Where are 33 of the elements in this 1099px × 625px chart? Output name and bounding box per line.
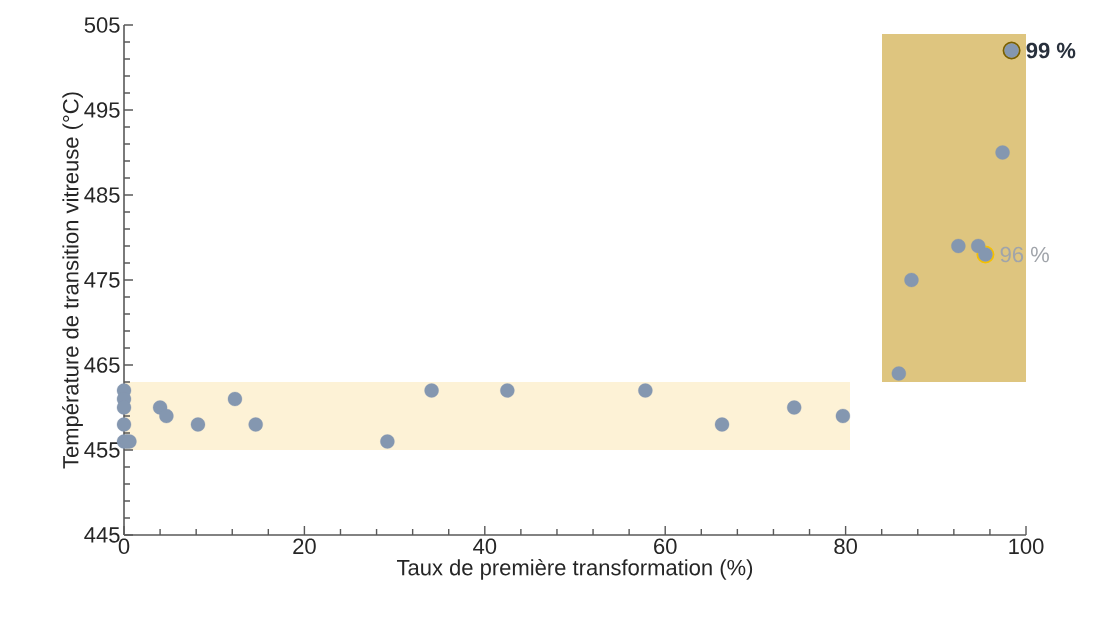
point xyxy=(227,391,243,407)
point xyxy=(380,434,395,449)
point xyxy=(951,238,966,254)
point xyxy=(714,417,730,432)
y-tick-label: 505 xyxy=(84,17,120,33)
y-tick-label: 465 xyxy=(84,357,120,373)
point xyxy=(159,408,174,424)
x-tick-label: 80 xyxy=(834,538,857,555)
x-tick-label: 100 xyxy=(1009,538,1044,555)
point xyxy=(787,400,802,415)
point xyxy=(638,383,653,398)
y-axis-title: Température de transition vitreuse (°C) xyxy=(62,92,83,469)
point xyxy=(500,383,515,398)
y-tick-label: 445 xyxy=(84,527,120,543)
x-axis-title: Taux de première transformation (%) xyxy=(396,558,753,580)
y-tick-label: 495 xyxy=(84,102,120,118)
annotation: 96 % xyxy=(1000,246,1049,263)
point xyxy=(995,145,1010,160)
point xyxy=(904,272,919,288)
annotation: 99 % xyxy=(1026,42,1076,59)
x-tick-label: 0 xyxy=(118,538,130,555)
y-tick-label: 485 xyxy=(84,187,120,203)
y-tick-label: 475 xyxy=(84,272,120,288)
x-tick-label: 60 xyxy=(654,538,677,555)
x-tick-label: 40 xyxy=(473,538,497,555)
point xyxy=(190,417,206,432)
x-tick-label: 20 xyxy=(293,538,316,555)
point xyxy=(116,417,132,432)
point xyxy=(248,417,263,432)
point xyxy=(891,366,906,381)
point xyxy=(835,408,851,424)
y-tick-label: 455 xyxy=(84,442,120,458)
point xyxy=(424,383,439,398)
